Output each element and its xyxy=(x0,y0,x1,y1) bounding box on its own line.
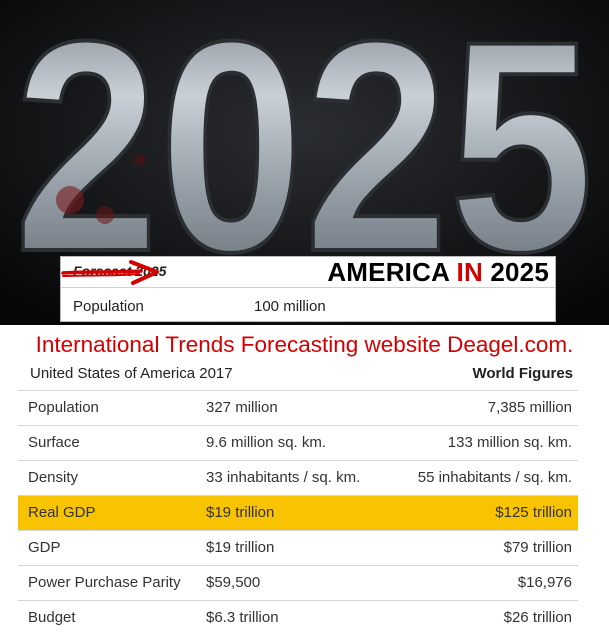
stats-table: Population 327 million 7,385 million Sur… xyxy=(18,390,578,635)
metric-cell: Budget xyxy=(28,609,76,626)
source-title: International Trends Forecasting website… xyxy=(35,332,574,357)
table-row-highlighted: Real GDP $19 trillion $125 trillion xyxy=(18,495,578,530)
headline-part1: AMERICA xyxy=(327,257,457,287)
usa-cell: 33 inhabitants / sq. km. xyxy=(206,469,361,486)
red-arrow-icon xyxy=(61,260,159,285)
hero-graphic: 2025 xyxy=(0,0,609,325)
table-header-left: United States of America 2017 xyxy=(30,365,233,382)
world-cell: $16,976 xyxy=(517,574,572,591)
usa-cell: 327 million xyxy=(206,399,278,416)
usa-cell: $59,500 xyxy=(206,574,261,591)
forecast-population-label: Population xyxy=(73,298,144,315)
table-header-right: World Figures xyxy=(472,365,573,382)
forecast-header-row: Forecast 2025 AMERICA IN 2025 xyxy=(61,257,555,288)
table-row: Budget $6.3 trillion $26 trillion xyxy=(18,600,578,635)
metric-cell: Population xyxy=(28,399,99,416)
table-row: Surface 9.6 million sq. km. 133 million … xyxy=(18,425,578,460)
headline-part3: 2025 xyxy=(482,257,549,287)
table-row: Population 327 million 7,385 million xyxy=(18,390,578,425)
usa-cell: $19 trillion xyxy=(206,504,275,521)
metric-cell: GDP xyxy=(28,539,61,556)
forecast-headline: AMERICA IN 2025 xyxy=(327,257,549,288)
metric-cell: Real GDP xyxy=(28,504,96,521)
forecast-box: Forecast 2025 AMERICA IN 2025 Population… xyxy=(60,256,556,322)
world-cell: $26 trillion xyxy=(503,609,572,626)
forecast-population-value: 100 million xyxy=(254,298,326,315)
metric-cell: Surface xyxy=(28,434,80,451)
metric-cell: Power Purchase Parity xyxy=(28,574,181,591)
usa-cell: $6.3 trillion xyxy=(206,609,279,626)
world-cell: 7,385 million xyxy=(487,399,572,416)
usa-cell: $19 trillion xyxy=(206,539,275,556)
world-cell: $125 trillion xyxy=(495,504,572,521)
table-row: Density 33 inhabitants / sq. km. 55 inha… xyxy=(18,460,578,495)
usa-cell: 9.6 million sq. km. xyxy=(206,434,327,451)
world-cell: 133 million sq. km. xyxy=(447,434,572,451)
metric-cell: Density xyxy=(28,469,79,486)
world-cell: 55 inhabitants / sq. km. xyxy=(417,469,572,486)
headline-part2: IN xyxy=(456,257,483,287)
table-row: Power Purchase Parity $59,500 $16,976 xyxy=(18,565,578,600)
table-row: GDP $19 trillion $79 trillion xyxy=(18,530,578,565)
world-cell: $79 trillion xyxy=(503,539,572,556)
hero-banner: 2025 Forecast 2025 AMERICA IN 2025 Popul… xyxy=(0,0,609,325)
